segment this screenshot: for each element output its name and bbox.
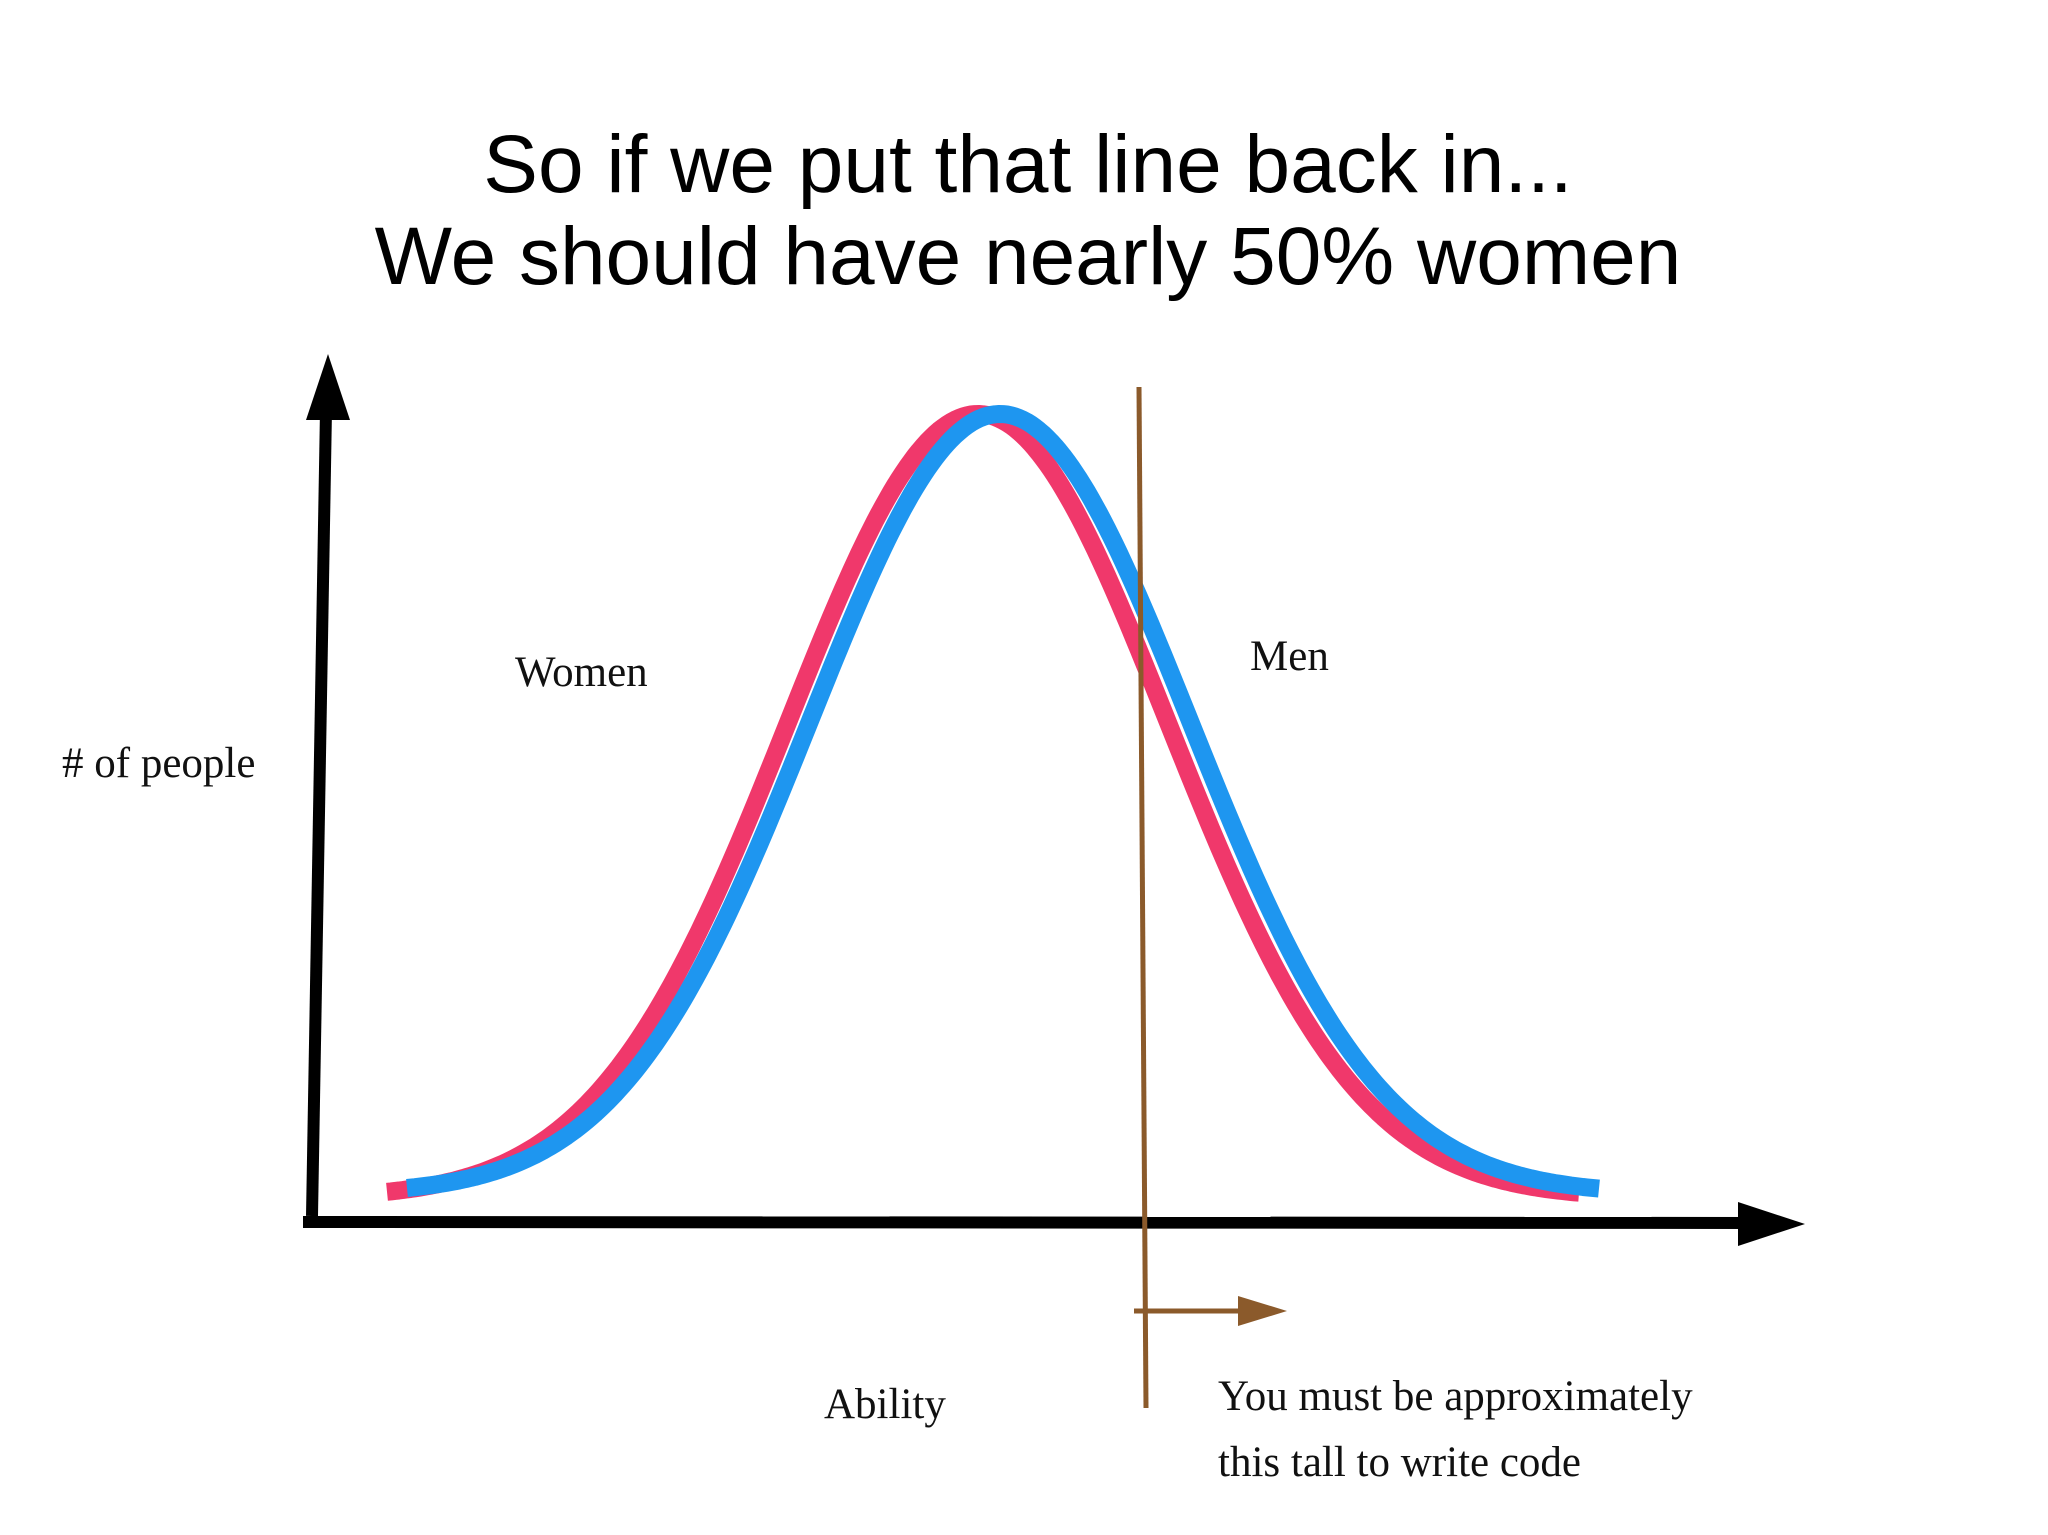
x-axis-arrow — [1738, 1202, 1805, 1246]
men-label: Men — [1250, 633, 1329, 680]
men-curve — [402, 405, 1604, 1198]
y-axis-arrow — [306, 354, 350, 420]
title-line: So if we put that line back in... — [483, 119, 1572, 210]
x-axis-label: Ability — [824, 1381, 946, 1428]
threshold-note: this tall to write code — [1218, 1439, 1581, 1486]
threshold-line — [1136, 386, 1149, 1409]
women-label: Women — [515, 649, 648, 696]
x-axis — [302, 1216, 1751, 1229]
y-axis — [306, 409, 332, 1217]
threshold-note: You must be approximately — [1218, 1373, 1693, 1420]
title-line: We should have nearly 50% women — [375, 211, 1682, 302]
threshold-arrowhead — [1238, 1296, 1287, 1326]
y-axis-label: # of people — [62, 740, 255, 787]
